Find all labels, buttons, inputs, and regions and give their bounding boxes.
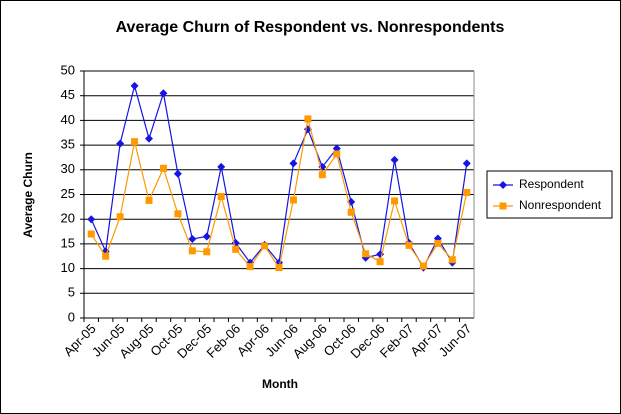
data-point [347,208,355,216]
data-point [289,159,298,168]
data-point [159,164,167,172]
data-point [434,239,442,247]
data-point [275,264,283,272]
y-tick-label: 10 [61,260,75,275]
data-point [419,262,427,270]
legend-label: Respondent [519,177,584,191]
y-tick-label: 45 [61,87,75,102]
chart-title: Average Churn of Respondent vs. Nonrespo… [116,19,505,36]
data-point [202,232,211,241]
data-point [87,215,96,224]
data-point [188,247,196,255]
y-tick-label: 35 [61,137,75,152]
data-point [87,230,95,238]
legend-box [486,170,613,219]
data-point [448,256,456,264]
data-point [261,242,269,250]
data-point [318,171,326,179]
data-point [217,192,225,200]
data-point [145,134,153,143]
data-point [391,197,399,205]
data-point [232,245,240,253]
data-point [159,89,168,98]
y-tick-label: 5 [68,285,75,300]
legend-label: Nonrespondent [519,198,602,212]
legend-marker [499,202,507,210]
data-point [289,196,297,204]
data-point [362,250,370,258]
y-tick-label: 0 [68,309,75,324]
data-point [333,150,341,158]
data-point [203,248,211,256]
x-axis-label: Month [262,377,298,391]
data-point [173,169,182,178]
data-point [174,210,182,218]
data-point [463,189,471,197]
y-tick-label: 40 [61,112,75,127]
data-point [116,213,124,221]
y-tick-label: 25 [61,186,75,201]
data-point [188,234,197,243]
data-point [376,258,384,266]
data-point [102,252,110,260]
data-point [462,159,471,168]
data-point [405,241,413,249]
data-point [304,115,312,123]
y-tick-label: 50 [61,62,75,77]
legend-marker [499,181,507,189]
y-axis-label: Average Churn [21,152,35,238]
data-point [246,263,254,271]
data-point [217,162,226,171]
y-tick-label: 30 [61,161,75,176]
y-tick-label: 15 [61,235,75,250]
data-point [145,196,153,204]
data-point [390,155,399,164]
data-point [131,138,139,146]
data-point [130,81,139,90]
y-tick-label: 20 [61,211,75,226]
data-point [116,139,125,148]
